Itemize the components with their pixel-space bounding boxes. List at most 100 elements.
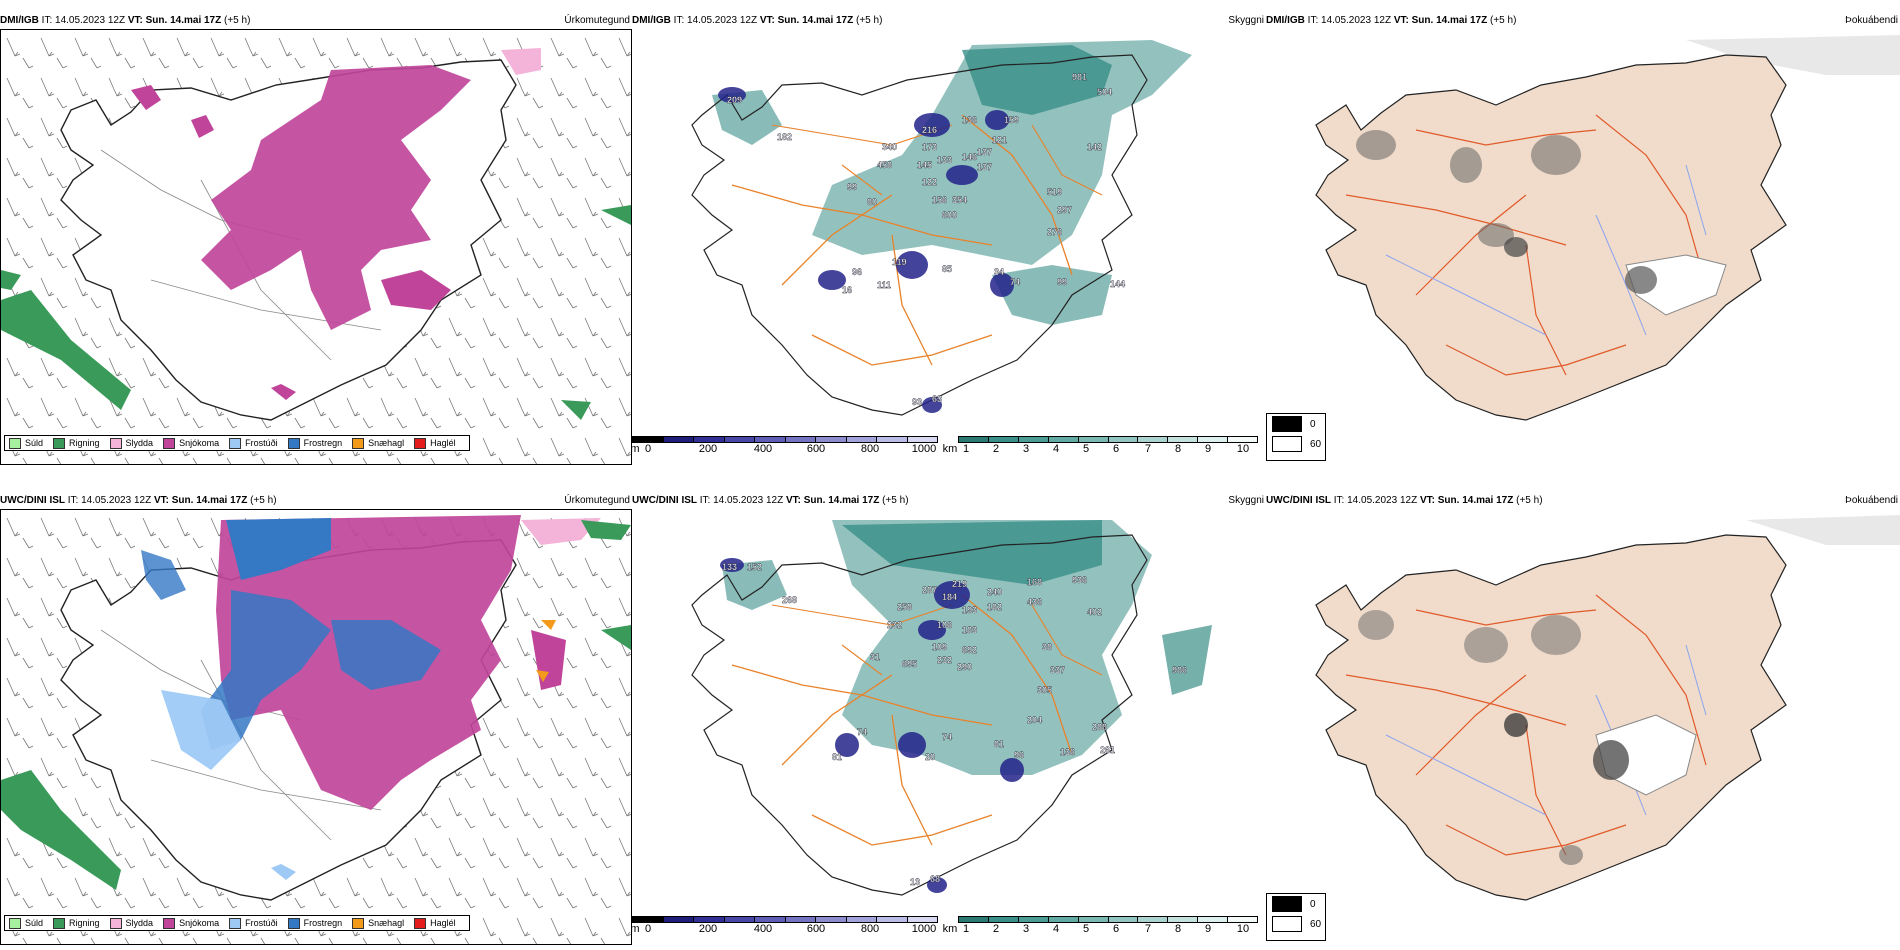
fog-legend-item: 0 [1267,414,1325,434]
panel-title: Skyggni [1228,495,1264,506]
vis-label: 204 [1027,715,1042,725]
vis-label: 193 [962,605,977,615]
vis-label: 692 [962,645,977,655]
vis-label: 288 [1092,722,1107,732]
legend-item-slydda: Slydda [109,437,153,449]
fog-legend-item: 0 [1267,894,1325,914]
height-unit: m [632,923,640,935]
coastline [691,54,1148,416]
vis-label: 81 [994,739,1004,749]
visibility-labels: 981 504 209 182 340 216 136 159 142 458 … [727,72,1125,407]
cloud-tick: 2 [992,923,1000,935]
cloud-colorbar: km 1 2 3 4 5 6 7 8 9 10 [943,916,1258,935]
coastline [1315,54,1787,421]
legend-item-slydda: Slydda [109,917,153,929]
cloud-tick: 10 [1236,923,1250,935]
height-tick: 800 [860,443,880,455]
vis-label: 13 [910,877,920,887]
vis-label: 145 [917,160,932,170]
cloud-tick: 5 [1082,923,1090,935]
vis-label: 340 [882,142,897,152]
precip-legend: Súld Rigning Slydda Snjókoma Frostúði Fr… [4,915,470,931]
legend-item-frostregn: Frostregn [287,437,342,449]
height-tick: 0 [644,923,652,935]
fog-legend-item: 60 [1267,914,1325,934]
vis-label: 85 [942,264,952,274]
vis-label: 981 [1072,72,1087,82]
vis-label: 504 [1097,87,1112,97]
vis-label: 986 [1172,665,1187,675]
vis-label: 305 [1037,685,1052,695]
panel-title: Þokuábendi [1845,495,1898,506]
height-tick: 600 [806,923,826,935]
legend-item-frostregn: Frostregn [287,917,342,929]
vis-label: 68 [930,874,940,884]
vis-label: 137 [977,147,992,157]
panel-header: DMI/IGB IT: 14.05.2023 12Z VT: Sun. 14.m… [1266,13,1900,29]
vis-label: 519 [1047,187,1062,197]
vis-label: 290 [957,662,972,672]
legend-item-haglel: Haglél [414,917,456,929]
vis-label: 152 [747,562,762,572]
cloud-colorbar: km 1 2 3 4 5 6 7 8 9 10 [943,436,1258,455]
cloud-map: 133 152 268 287 219 168 936 258 184 193 … [691,520,1212,896]
vis-label: 111 [877,280,891,290]
height-colorbar: m 0 200 400 600 800 1000 [632,436,938,455]
vis-label: 133 [722,562,737,572]
vis-label: 216 [922,125,937,135]
panel-title: Úrkomutegund [564,495,630,506]
height-tick: 200 [698,443,718,455]
vis-label: 168 [1027,577,1042,587]
legend-item-frostudi: Frostúði [229,437,278,449]
cloud-tick: 1 [962,923,970,935]
vis-label: 936 [1072,575,1087,585]
coastline [1315,534,1787,901]
vis-label: 136 [962,115,977,125]
cloud-tick: 5 [1082,443,1090,455]
vis-label: 122 [922,177,937,187]
vis-label: 184 [942,592,957,602]
vis-label: 156 [932,195,947,205]
vis-label: 81 [832,752,842,762]
vis-label: 173 [922,142,937,152]
panel-header: UWC/DINI ISL IT: 14.05.2023 12Z VT: Sun.… [1266,493,1900,509]
vis-label: 159 [1004,115,1019,125]
vis-label: 337 [1050,665,1065,675]
vis-label: 109 [932,642,947,652]
panel-header: DMI/IGB IT: 14.05.2023 12Z VT: Sun. 14.m… [0,13,632,29]
cloud-map: 981 504 209 182 340 216 136 159 142 458 … [691,40,1192,416]
cloud-tick: 10 [1236,443,1250,455]
precip-panel-bottom: UWC/DINI ISL IT: 14.05.2023 12Z VT: Sun.… [0,493,632,945]
cloud-tick: 4 [1052,923,1060,935]
panel-header: UWC/DINI ISL IT: 14.05.2023 12Z VT: Sun.… [632,493,1266,509]
legend-item-sudl: Súld [9,437,43,449]
vis-label: 144 [1110,279,1125,289]
vis-label: 297 [1057,205,1072,215]
height-tick: 400 [753,443,773,455]
vis-label: 74 [942,732,952,742]
cloud-panel-top: DMI/IGB IT: 14.05.2023 12Z VT: Sun. 14.m… [632,13,1266,465]
vis-label: 31 [870,652,880,662]
vis-label: 354 [952,195,967,205]
legend-item-rigning: Rigning [53,917,100,929]
cloud-panel-bottom: UWC/DINI ISL IT: 14.05.2023 12Z VT: Sun.… [632,493,1266,945]
vis-label: 183 [962,625,977,635]
panel-header: UWC/DINI ISL IT: 14.05.2023 12Z VT: Sun.… [0,493,632,509]
height-unit: m [632,443,640,455]
vis-label: 16 [842,285,852,295]
vis-label: 74 [1010,277,1020,287]
vis-label: 402 [1087,607,1102,617]
height-tick: 0 [644,443,652,455]
cloud-tick: 3 [1022,443,1030,455]
vis-label: 182 [987,602,1002,612]
precip-map [1,510,631,944]
vis-label: 20 [925,752,935,762]
vis-label: 146 [962,152,977,162]
fog-panel-top: DMI/IGB IT: 14.05.2023 12Z VT: Sun. 14.m… [1266,13,1900,465]
legend-item-snjokoma: Snjókoma [163,917,219,929]
cloud-tick: 8 [1174,443,1182,455]
vis-label: 209 [727,95,742,105]
fog-legend: 0 60 [1266,413,1326,461]
fog-map [1315,35,1900,421]
vis-label: 182 [777,132,792,142]
